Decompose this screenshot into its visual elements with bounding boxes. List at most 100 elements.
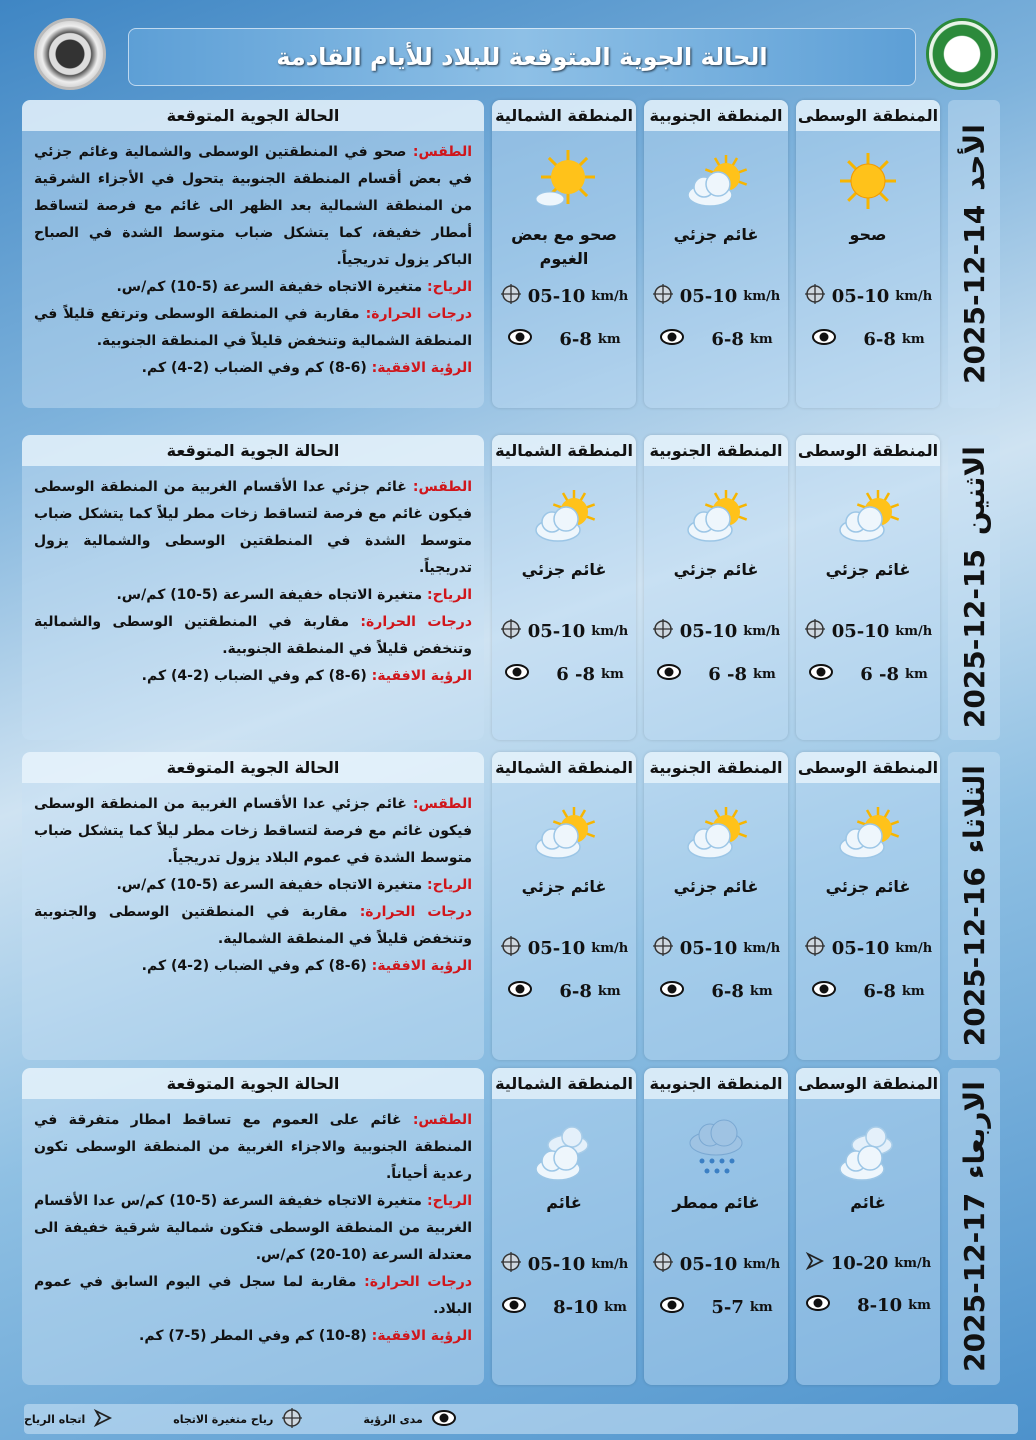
partly-cloudy-weather-icon bbox=[832, 801, 904, 865]
weather-paragraph: الطقس: غائم على العموم مع تساقط امطار مت… bbox=[34, 1107, 472, 1188]
region-name: المنطقة الجنوبية bbox=[644, 100, 788, 131]
visibility-value: 6-8 bbox=[559, 329, 592, 350]
region-name: المنطقة الشمالية bbox=[492, 752, 636, 783]
variable-wind-icon bbox=[804, 935, 826, 962]
wind-unit: km/h bbox=[743, 624, 781, 639]
wind-unit: km/h bbox=[591, 941, 629, 956]
weather-label: الطقس: bbox=[412, 1112, 472, 1128]
wind-paragraph: الرياح: متغيرة الاتجاه خفيفة السرعة (5-1… bbox=[34, 1188, 472, 1269]
weather-condition: غائم جزئي bbox=[825, 877, 911, 896]
wind-value: 05-10 bbox=[679, 1254, 738, 1275]
description-title: الحالة الجوية المتوقعة bbox=[22, 100, 484, 131]
wind-unit: km/h bbox=[591, 289, 629, 304]
vis-text: (6-8) كم وفي الضباب (2-4) كم. bbox=[141, 668, 367, 684]
temp-label: درجات الحرارة: bbox=[364, 1274, 473, 1290]
legend-label: رياح متغيرة الاتجاه bbox=[173, 1412, 274, 1426]
partly-cloudy-weather-icon bbox=[832, 484, 904, 548]
weekday-text: الاربعاء bbox=[957, 1081, 991, 1179]
eye-icon bbox=[431, 1409, 457, 1430]
wind-speed: 05-10 km/h bbox=[652, 935, 780, 962]
weekday-text: الثلاثاء bbox=[957, 765, 991, 854]
visibility-unit: km bbox=[749, 332, 773, 347]
region-name: المنطقة الشمالية bbox=[492, 435, 636, 466]
eye-icon bbox=[808, 663, 834, 686]
region-card: المنطقة الوسطى غائم 10-20 km/h 8-10 km bbox=[796, 1068, 940, 1385]
region-name: المنطقة الوسطى bbox=[796, 752, 940, 783]
partly-cloudy-weather-icon bbox=[680, 801, 752, 865]
wind-value: 05-10 bbox=[527, 286, 586, 307]
wind-unit: km/h bbox=[743, 289, 781, 304]
variable-wind-icon bbox=[652, 283, 674, 310]
eye-icon bbox=[656, 663, 682, 686]
visibility-value: 8-10 bbox=[553, 1297, 599, 1318]
weather-condition: غائم bbox=[850, 1193, 886, 1212]
wind-unit: km/h bbox=[591, 624, 629, 639]
visibility-unit: km bbox=[753, 667, 776, 682]
eye-icon bbox=[659, 980, 685, 1003]
wind-unit: km/h bbox=[895, 624, 933, 639]
eye-icon bbox=[811, 980, 837, 1003]
visibility-unit: km bbox=[604, 1300, 627, 1315]
weather-text: صحو في المنطقتين الوسطى والشمالية وغائم … bbox=[34, 144, 472, 268]
wind-paragraph: الرياح: متغيرة الاتجاه خفيفة السرعة (5-1… bbox=[34, 274, 472, 301]
variable-wind-icon bbox=[281, 1407, 303, 1432]
visibility: 6-8 km bbox=[811, 980, 925, 1003]
date-text: 2025-12-14 bbox=[957, 204, 991, 384]
visibility-value: 6-8 bbox=[863, 329, 896, 350]
partly-cloudy-weather-icon bbox=[528, 801, 600, 865]
variable-wind-icon bbox=[500, 935, 522, 962]
legend-item: رياح متغيرة الاتجاه bbox=[173, 1407, 303, 1432]
date-text: 2025-12-15 bbox=[957, 549, 991, 729]
weather-condition: غائم جزئي bbox=[673, 225, 759, 244]
vis-paragraph: الرؤية الافقية: (8-10) كم وفي المطر (5-7… bbox=[34, 1323, 472, 1350]
weekday-text: الاثنين bbox=[957, 446, 991, 536]
eye-icon bbox=[811, 328, 837, 351]
eye-icon bbox=[501, 1296, 527, 1319]
date-label: 2025-12-15 الاثنين bbox=[948, 435, 1000, 740]
temp-paragraph: درجات الحرارة: مقاربة في المنطقتين الوسط… bbox=[34, 609, 472, 663]
forecast-description: الحالة الجوية المتوقعة الطقس: صحو في الم… bbox=[22, 100, 484, 408]
weather-paragraph: الطقس: غائم جزئي عدا الأقسام الغربية من … bbox=[34, 791, 472, 872]
weather-condition: صحو مع بعض الغيوم bbox=[511, 225, 617, 268]
wind-value: 10-20 bbox=[830, 1253, 889, 1274]
vis-label: الرؤية الافقية: bbox=[371, 668, 472, 684]
visibility-unit: km bbox=[749, 1300, 773, 1315]
visibility-value: 6-8 bbox=[711, 981, 744, 1002]
visibility: 6-8 km bbox=[659, 328, 773, 351]
eye-icon bbox=[659, 328, 685, 351]
weather-condition: غائم bbox=[546, 1193, 582, 1212]
temp-paragraph: درجات الحرارة: مقاربة لما سجل في اليوم ا… bbox=[34, 1269, 472, 1323]
wind-unit: km/h bbox=[743, 1257, 781, 1272]
page-title: الحالة الجوية المتوقعة للبلاد للأيام الق… bbox=[276, 43, 768, 71]
weather-condition: صحو bbox=[849, 225, 887, 244]
partly-cloudy-weather-icon bbox=[680, 149, 752, 213]
forecasting-dept-logo bbox=[34, 18, 106, 90]
wind-label: الرياح: bbox=[427, 877, 472, 893]
visibility-unit: km bbox=[749, 984, 773, 999]
forecast-description: الحالة الجوية المتوقعة الطقس: غائم جزئي … bbox=[22, 435, 484, 740]
temp-label: درجات الحرارة: bbox=[359, 904, 473, 920]
date-text: 2025-12-16 bbox=[957, 867, 991, 1047]
visibility: 6 -8 km bbox=[656, 663, 776, 686]
wind-value: 05-10 bbox=[831, 621, 890, 642]
wind-value: 05-10 bbox=[527, 1254, 586, 1275]
region-card: المنطقة الشمالية صحو مع بعض الغيوم 05-10… bbox=[492, 100, 636, 408]
eye-icon bbox=[504, 663, 530, 686]
region-card: المنطقة الوسطى صحو 05-10 km/h 6-8 km bbox=[796, 100, 940, 408]
visibility: 6-8 km bbox=[507, 980, 621, 1003]
wind-value: 05-10 bbox=[679, 621, 738, 642]
temp-paragraph: درجات الحرارة: مقاربة في المنطقتين الوسط… bbox=[34, 899, 472, 953]
weather-label: الطقس: bbox=[412, 144, 473, 160]
visibility-unit: km bbox=[597, 332, 621, 347]
temp-text: مقاربة في المنطقتين الوسطى والجنوبية وتن… bbox=[34, 904, 472, 947]
wind-speed: 05-10 km/h bbox=[500, 283, 629, 310]
visibility: 8-10 km bbox=[805, 1294, 931, 1317]
wind-value: 05-10 bbox=[527, 938, 586, 959]
region-card: المنطقة الجنوبية غائم ممطر 05-10 km/h 5-7… bbox=[644, 1068, 788, 1385]
visibility: 6-8 km bbox=[507, 328, 621, 351]
variable-wind-icon bbox=[804, 618, 826, 645]
visibility: 5-7 km bbox=[659, 1296, 773, 1319]
region-card: المنطقة الشمالية غائم 05-10 km/h 8-10 km bbox=[492, 1068, 636, 1385]
visibility: 6-8 km bbox=[659, 980, 773, 1003]
variable-wind-icon bbox=[652, 618, 674, 645]
